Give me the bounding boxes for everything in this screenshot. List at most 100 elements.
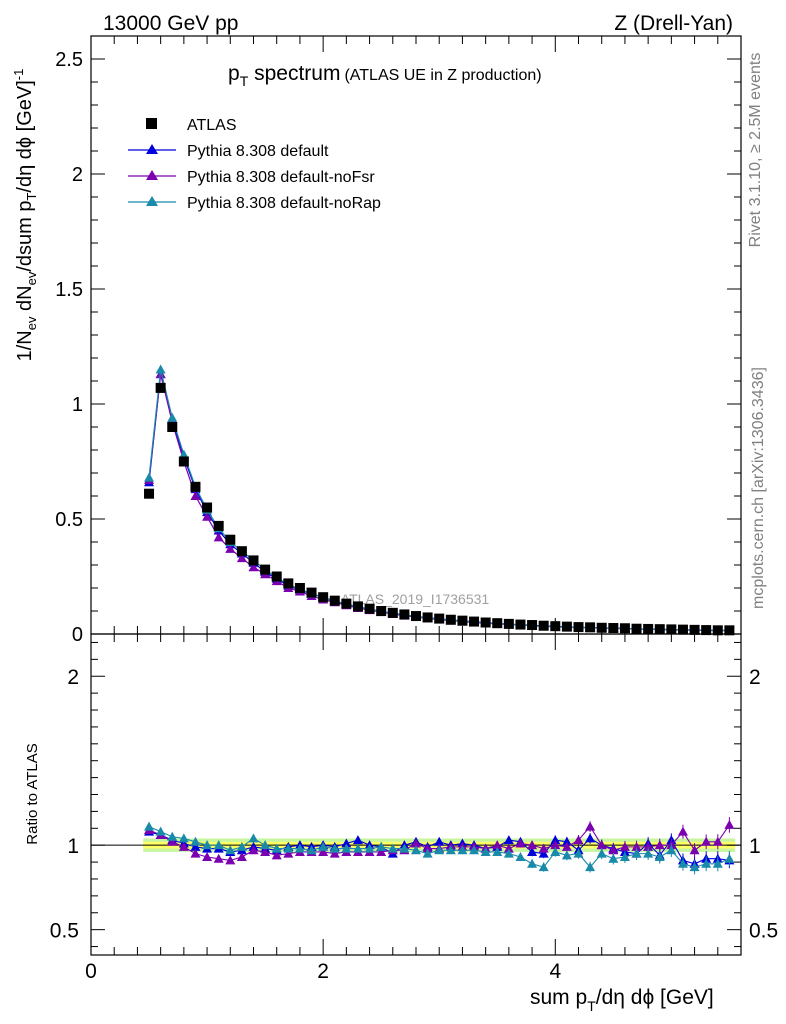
legend-marker-nofsr [146, 170, 158, 180]
data-point [585, 622, 596, 633]
header-right-label: Z (Drell-Yan) [614, 12, 733, 35]
ratio-point [619, 852, 630, 862]
main-y-tick-label: 1.5 [55, 279, 83, 301]
data-point [167, 422, 178, 432]
ratio-point [701, 836, 712, 846]
mc-point [225, 543, 236, 553]
data-point [480, 617, 491, 628]
data-point [271, 571, 282, 582]
ratio-point [677, 826, 688, 836]
ratio-point [352, 835, 363, 845]
ratio-point [712, 836, 723, 846]
ratio-point [631, 848, 642, 858]
ratio-point [144, 821, 155, 831]
ratio-point [527, 846, 538, 856]
ratio-point [527, 840, 538, 850]
legend-marker-atlas [146, 118, 157, 129]
ratio-point [411, 838, 421, 848]
data-point [411, 611, 421, 622]
ratio-point [190, 836, 201, 846]
ratio-point [643, 848, 654, 858]
data-point [225, 534, 236, 545]
data-point [202, 502, 213, 513]
data-point [341, 598, 352, 609]
chart-title-main: p [228, 62, 240, 85]
data-point [318, 592, 329, 603]
ratio-point [260, 840, 271, 850]
ratio-point [550, 846, 561, 856]
ratio-point [515, 852, 526, 862]
data-point [469, 616, 480, 627]
mc-point [155, 364, 166, 374]
ratio-point [364, 843, 375, 853]
mc-point [248, 562, 259, 572]
chart-title: pT spectrum (ATLAS UE in Z production) [228, 62, 542, 89]
ratio-point [167, 836, 178, 846]
ratio-point [236, 852, 247, 862]
ratio-point [318, 841, 329, 851]
data-point [724, 625, 735, 636]
data-point [190, 481, 201, 492]
ratio-y-tick-label: 2 [67, 666, 79, 689]
ratio-y-tick-label-right: 0.5 [749, 920, 778, 943]
ratio-point [248, 833, 259, 843]
data-point [260, 564, 271, 575]
ratio-frame [90, 633, 742, 956]
ratio-point [585, 833, 596, 843]
x-tick-label: 2 [317, 960, 329, 983]
data-point [445, 614, 456, 625]
data-point [434, 613, 445, 624]
legend-label-norap: Pythia 8.308 default-noRap [187, 195, 381, 212]
legend-entry-nofsr: Pythia 8.308 default-noFsr [128, 169, 375, 186]
data-point [144, 488, 155, 499]
ratio-point [341, 843, 352, 853]
data-point [515, 619, 526, 630]
data-point [364, 603, 375, 614]
ratio-point [538, 843, 549, 853]
main-y-tick-label: 1 [72, 394, 83, 416]
main-panel [144, 364, 735, 636]
ratio-point [561, 850, 572, 860]
data-point [701, 625, 712, 636]
ratio-point [503, 843, 514, 853]
axes: 0 0.5 1 1.5 2 2.5 0.5 0.5 1 1 2 2 0 2 4 [50, 35, 778, 983]
ratio-point [260, 846, 271, 856]
main-y-tick-label: 2.5 [55, 49, 83, 71]
ratio-point [469, 845, 480, 855]
legend: ATLAS Pythia 8.308 default Pythia 8.308 … [128, 117, 381, 212]
data-point [503, 618, 514, 629]
ratio-point [608, 845, 619, 855]
ratio-point [399, 843, 410, 853]
ratio-point [573, 835, 584, 845]
ratio-point [666, 845, 677, 855]
ratio-point [167, 831, 178, 841]
ratio-point [225, 855, 236, 865]
mc-point [167, 412, 178, 422]
ratio-y-axis-label: Ratio to ATLAS [24, 743, 41, 844]
legend-label-nofsr: Pythia 8.308 default-noFsr [187, 169, 375, 186]
data-point [236, 546, 247, 557]
ratio-point [631, 841, 642, 851]
ratio-point [527, 858, 538, 868]
data-point [457, 615, 468, 626]
mc-point [144, 472, 155, 482]
main-y-tick-label: 0 [72, 624, 83, 646]
ratio-point [457, 845, 468, 855]
ratio-point [515, 838, 526, 848]
x-tick-label: 0 [85, 960, 97, 983]
data-point [561, 621, 572, 632]
ratio-point [318, 846, 329, 856]
ratio-y-tick-label-right: 2 [749, 666, 761, 689]
chart-title-note: (ATLAS UE in Z production) [344, 67, 541, 84]
ratio-point [654, 840, 665, 850]
ratio-point [689, 845, 700, 855]
ratio-point [225, 845, 236, 855]
chart-title-rest: spectrum [248, 62, 340, 85]
legend-marker-norap [146, 196, 158, 206]
ratio-point [434, 836, 445, 846]
data-point [178, 456, 189, 467]
data-point [306, 587, 317, 598]
ratio-point [422, 843, 433, 853]
mc-point [213, 532, 224, 542]
ratio-point [202, 840, 213, 850]
